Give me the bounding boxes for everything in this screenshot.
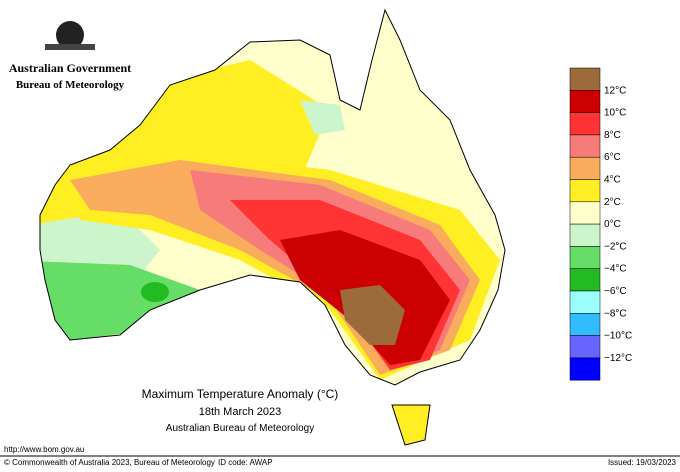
legend-swatch	[569, 246, 601, 269]
url[interactable]: http://www.bom.gov.au	[4, 445, 84, 454]
legend-swatch	[569, 179, 601, 203]
legend-swatch	[569, 201, 601, 225]
agency: Australian Government	[9, 61, 131, 75]
legend-swatch	[569, 134, 601, 158]
legend-label: 12°C	[604, 85, 626, 96]
legend-label: 2°C	[604, 197, 621, 208]
legend-swatch	[569, 223, 601, 247]
legend: 12°C 10°C 8°C 6°C 4°C 2°C 0°C −2°C −4°C −6°C −8°C −…	[569, 67, 632, 381]
id-code: ID code: AWAP	[218, 458, 273, 467]
logo	[45, 21, 95, 50]
map-source: Australian Bureau of Meteorology	[166, 423, 314, 434]
copyright: © Commonwealth of Australia 2023, Bureau…	[4, 458, 215, 467]
legend-swatch	[569, 112, 601, 136]
legend-swatch	[569, 357, 601, 381]
legend-swatch	[569, 268, 601, 292]
legend-label: 6°C	[604, 152, 621, 163]
legend-swatch	[569, 335, 601, 359]
legend-label: 0°C	[604, 219, 621, 230]
map-title: Maximum Temperature Anomaly (°C)	[142, 387, 339, 401]
legend-swatch	[569, 313, 601, 336]
legend-label: −4°C	[604, 264, 627, 275]
legend-swatch	[569, 67, 601, 91]
legend-label: 10°C	[604, 108, 626, 119]
bureau: Bureau of Meteorology	[16, 79, 125, 91]
legend-label: −8°C	[604, 308, 627, 319]
legend-label: −6°C	[604, 286, 627, 297]
legend-label: −2°C	[604, 241, 627, 252]
tasmania	[391, 404, 431, 446]
legend-label: 8°C	[604, 130, 621, 141]
issued: Issued: 19/03/2023	[608, 458, 677, 467]
legend-label: −10°C	[604, 331, 632, 342]
legend-swatch	[569, 90, 601, 113]
legend-label: 4°C	[604, 175, 621, 186]
legend-swatch	[569, 290, 601, 314]
legend-swatch	[569, 156, 601, 180]
legend-label: −12°C	[604, 353, 632, 364]
map-date: 18th March 2023	[199, 406, 282, 418]
